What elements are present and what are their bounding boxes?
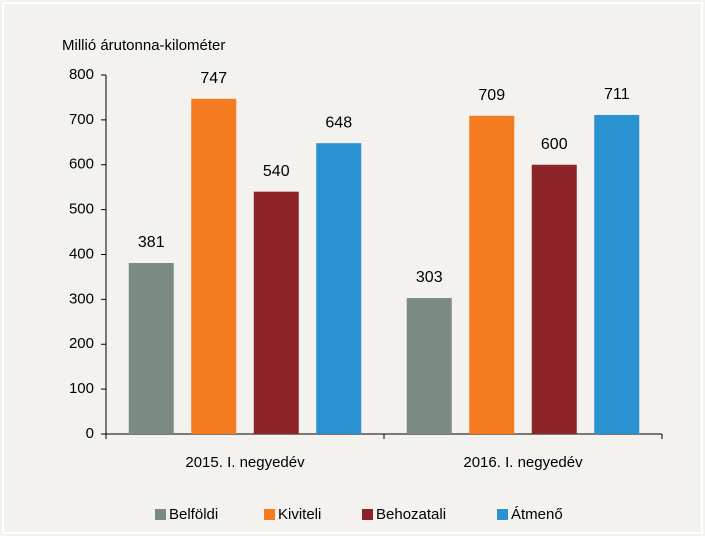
x-tick-label: 2015. I. negyedév [185, 454, 305, 471]
bar [594, 114, 640, 434]
bar [128, 263, 174, 434]
x-tick-label: 2016. I. negyedév [463, 454, 583, 471]
y-tick-label: 700 [69, 111, 94, 128]
data-label: 600 [541, 136, 568, 153]
y-tick-label: 100 [69, 380, 94, 397]
bar [531, 164, 577, 434]
y-tick-label: 800 [69, 66, 94, 83]
bar [316, 143, 362, 434]
legend-label: Behozatali [376, 506, 446, 523]
legend-swatch [362, 509, 373, 520]
y-tick-label: 0 [86, 425, 94, 442]
y-tick-label: 500 [69, 201, 94, 218]
data-label: 303 [416, 269, 443, 286]
y-axis-title: Millió árutonna-kilométer [62, 37, 225, 54]
data-label: 648 [325, 114, 352, 131]
bar [191, 98, 237, 434]
data-label: 709 [478, 87, 505, 104]
y-tick-label: 200 [69, 335, 94, 352]
legend-swatch [155, 509, 166, 520]
y-tick-label: 400 [69, 245, 94, 262]
bar [406, 298, 452, 434]
bar [253, 191, 299, 434]
legend-label: Kiviteli [278, 506, 321, 523]
legend-label: Átmenő [511, 506, 563, 523]
bar [469, 115, 515, 435]
legend-swatch [497, 509, 508, 520]
y-tick-label: 300 [69, 290, 94, 307]
legend-swatch [264, 509, 275, 520]
data-label: 711 [604, 86, 630, 103]
data-label: 381 [138, 234, 165, 251]
data-label: 540 [263, 163, 290, 180]
y-tick-label: 600 [69, 156, 94, 173]
legend-label: Belföldi [169, 506, 218, 523]
data-label: 747 [200, 70, 227, 87]
